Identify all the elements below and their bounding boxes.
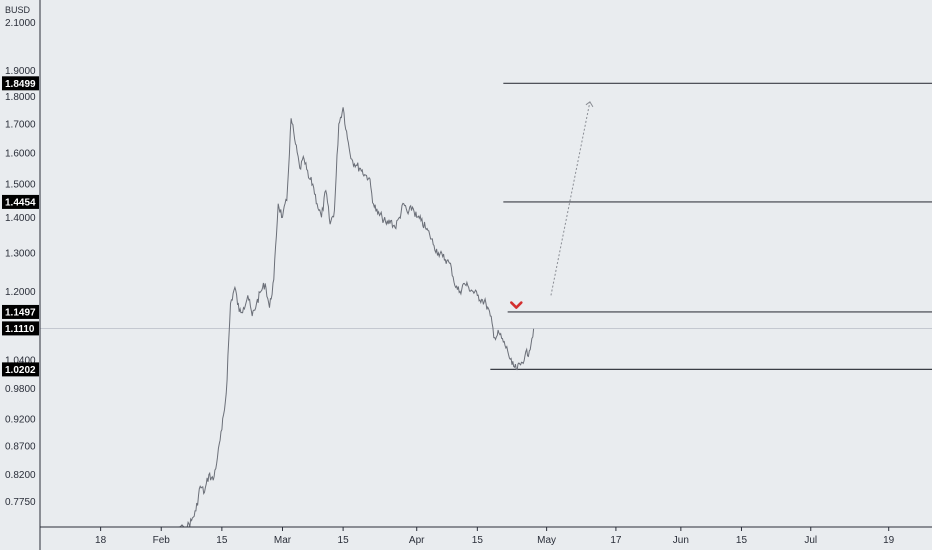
x-tick-label-6: 15	[472, 535, 484, 546]
y-tick-label-8: 1.2000	[5, 287, 36, 298]
marker-layer	[510, 301, 523, 309]
price-badge-label-2: 1.1497	[5, 307, 36, 318]
x-tick-label-9: Jun	[673, 535, 689, 546]
y-tick-label-1: 1.9000	[5, 66, 36, 77]
axes-layer	[39, 0, 932, 550]
series-layer	[135, 107, 535, 528]
chevron-down-icon	[510, 301, 523, 309]
price-badges-layer: 1.8499 1.4454 1.1497 1.1110 1.0202	[2, 76, 39, 377]
y-tick-label-9: 1.0400	[5, 356, 36, 367]
projection-layer	[550, 101, 594, 296]
x-axis-ticks: 18 Feb 15 Mar 15 Apr 15 May 17 Jun 15 Jul 19	[95, 527, 895, 546]
price-badge-label-0: 1.8499	[5, 79, 36, 90]
symbol-label: BUSD	[5, 5, 31, 15]
y-tick-label-10: 0.9800	[5, 384, 36, 395]
y-tick-label-4: 1.6000	[5, 149, 36, 160]
x-tick-label-8: 17	[610, 535, 622, 546]
y-tick-label-2: 1.8000	[5, 92, 36, 103]
price-series-line	[135, 107, 535, 528]
price-badge-0	[2, 76, 39, 91]
x-tick-label-4: 15	[338, 535, 350, 546]
horizontal-levels-layer	[490, 82, 932, 370]
x-tick-label-0: 18	[95, 535, 107, 546]
x-tick-label-12: 19	[883, 535, 895, 546]
y-tick-label-13: 0.8200	[5, 470, 36, 481]
y-tick-label-14: 0.7750	[5, 497, 36, 508]
price-badge-2	[2, 304, 39, 319]
x-tick-label-3: Mar	[274, 535, 292, 546]
x-tick-label-1: Feb	[153, 535, 171, 546]
x-tick-label-5: Apr	[409, 535, 425, 546]
x-tick-label-10: 15	[736, 535, 748, 546]
price-badge-label-4: 1.0202	[5, 365, 36, 376]
price-badge-3	[2, 321, 39, 336]
x-tick-label-2: 15	[216, 535, 228, 546]
y-tick-label-11: 0.9200	[5, 415, 36, 426]
price-badge-label-3: 1.1110	[5, 324, 35, 335]
price-badge-label-1: 1.4454	[5, 197, 36, 208]
projection-arrow-line	[550, 101, 591, 296]
x-tick-label-7: May	[537, 535, 556, 546]
projection-arrow-head	[585, 101, 594, 108]
y-tick-label-7: 1.3000	[5, 248, 36, 259]
price-badge-4	[2, 362, 39, 377]
y-tick-label-5: 1.5000	[5, 180, 36, 191]
y-axis-ticks: 2.1000 1.9000 1.8000 1.7000 1.6000 1.5000 1.40…	[5, 18, 36, 508]
y-tick-label-0: 2.1000	[5, 18, 36, 29]
y-tick-label-12: 0.8700	[5, 441, 36, 452]
y-tick-label-3: 1.7000	[5, 119, 36, 130]
y-tick-label-6: 1.4000	[5, 213, 36, 224]
x-tick-label-11: Jul	[804, 535, 817, 546]
price-badge-1	[2, 194, 39, 209]
